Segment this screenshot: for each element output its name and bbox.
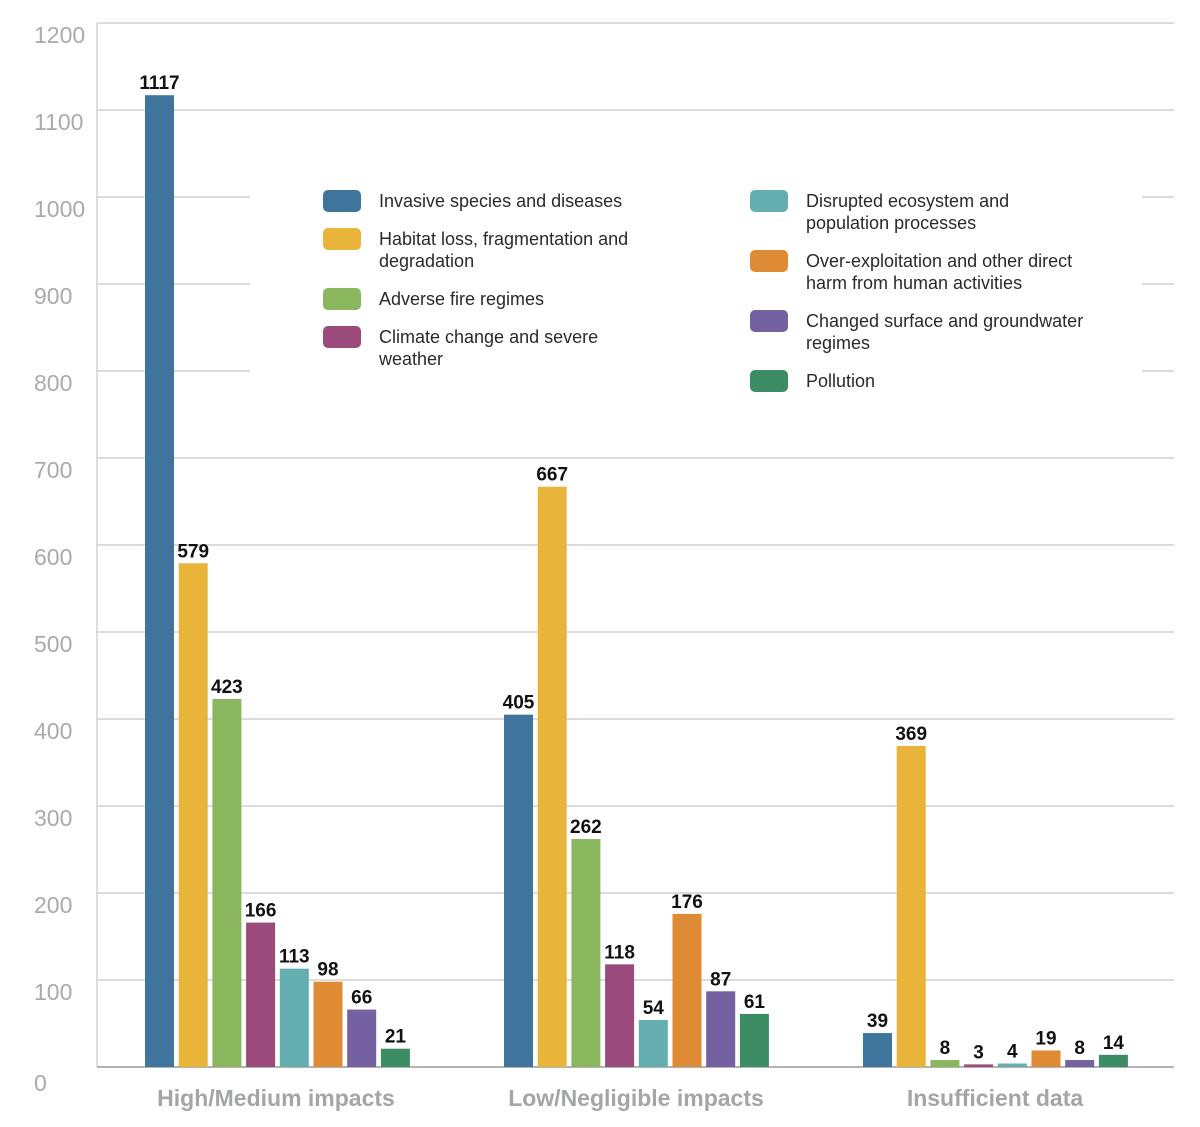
legend-swatch	[750, 190, 788, 212]
legend-item: Pollution	[750, 370, 875, 392]
data-label: 369	[895, 724, 927, 745]
legend-label: population processes	[806, 213, 976, 233]
y-tick-label: 200	[34, 892, 72, 918]
y-tick-label: 700	[34, 457, 72, 483]
legend-swatch	[323, 288, 361, 310]
legend-label: Invasive species and diseases	[379, 191, 622, 211]
legend-swatch	[323, 228, 361, 250]
y-tick-label: 800	[34, 370, 72, 396]
legend-item: Habitat loss, fragmentation anddegradati…	[323, 228, 628, 271]
legend-swatch	[750, 250, 788, 272]
bar	[1031, 1050, 1061, 1067]
legend-label: Disrupted ecosystem and	[806, 191, 1009, 211]
data-label: 4	[1007, 1042, 1018, 1063]
legend-label: Climate change and severe	[379, 327, 598, 347]
y-tick-label: 100	[34, 979, 72, 1005]
y-tick-label: 1200	[34, 22, 85, 48]
data-label: 113	[279, 947, 310, 968]
data-label: 3	[973, 1042, 984, 1063]
legend-label: Pollution	[806, 371, 875, 391]
data-label: 14	[1103, 1033, 1125, 1054]
legend-label: regimes	[806, 333, 870, 353]
data-label: 21	[385, 1027, 407, 1048]
y-tick-label: 400	[34, 718, 72, 744]
data-label: 118	[604, 942, 635, 963]
y-tick-label: 600	[34, 544, 72, 570]
data-label: 66	[351, 988, 372, 1009]
y-tick-label: 0	[34, 1070, 47, 1096]
bars: 1117 579 423 166 113 98 66 21 405 667 262 118 54 176 8…	[139, 73, 1128, 1068]
bar	[672, 913, 702, 1067]
bar	[930, 1060, 960, 1067]
bar	[313, 981, 343, 1067]
bar	[380, 1048, 410, 1067]
legend-item: Adverse fire regimes	[323, 288, 544, 310]
bar	[212, 698, 242, 1067]
bar	[537, 486, 567, 1068]
data-label: 8	[1074, 1038, 1085, 1059]
y-axis: 0 100 200 300 400 500 600 700 800 900 1000 1100 1200	[34, 22, 85, 1096]
x-axis: High/Medium impacts Low/Negligible impact…	[157, 1085, 1083, 1111]
legend-swatch	[323, 326, 361, 348]
legend-item: Invasive species and diseases	[323, 190, 622, 212]
data-label: 98	[317, 960, 338, 981]
bar	[347, 1009, 377, 1067]
y-tick-label: 900	[34, 283, 72, 309]
data-label: 54	[643, 998, 665, 1019]
bar	[279, 968, 309, 1067]
data-label: 1117	[139, 73, 179, 94]
bar	[246, 922, 276, 1067]
data-label: 579	[177, 541, 209, 562]
bar	[706, 991, 736, 1067]
legend-label: Habitat loss, fragmentation and	[379, 229, 628, 249]
data-label: 166	[245, 901, 277, 922]
legend: Invasive species and diseases Habitat los…	[323, 190, 1083, 392]
bar	[1065, 1060, 1095, 1067]
bar	[178, 563, 208, 1067]
category-label: Low/Negligible impacts	[508, 1085, 764, 1111]
bar	[863, 1033, 892, 1067]
legend-label: Changed surface and groundwater	[806, 311, 1083, 331]
bar	[896, 745, 926, 1067]
data-label: 61	[744, 992, 766, 1013]
y-tick-label: 500	[34, 631, 72, 657]
bar	[1098, 1054, 1128, 1067]
data-label: 87	[710, 969, 731, 990]
legend-swatch	[323, 190, 361, 212]
legend-swatch	[750, 310, 788, 332]
y-tick-label: 1100	[34, 109, 83, 135]
bar	[145, 95, 174, 1067]
bar	[964, 1064, 994, 1067]
legend-label: degradation	[379, 251, 474, 271]
category-label: Insufficient data	[907, 1085, 1084, 1111]
data-label: 667	[536, 465, 568, 486]
y-tick-label: 300	[34, 805, 72, 831]
data-label: 176	[671, 892, 703, 913]
legend-label: Adverse fire regimes	[379, 289, 544, 309]
bar	[571, 839, 601, 1067]
data-label: 262	[570, 817, 602, 838]
data-label: 405	[503, 693, 535, 714]
data-label: 39	[867, 1011, 888, 1032]
bar	[605, 964, 635, 1067]
y-tick-label: 1000	[34, 196, 85, 222]
legend-swatch	[750, 370, 788, 392]
data-label: 8	[940, 1038, 951, 1059]
data-label: 423	[211, 677, 243, 698]
legend-label: harm from human activities	[806, 273, 1022, 293]
legend-label: weather	[378, 349, 443, 369]
bar	[739, 1013, 769, 1067]
legend-label: Over-exploitation and other direct	[806, 251, 1072, 271]
bar	[638, 1020, 668, 1067]
bar	[997, 1063, 1027, 1067]
bar	[504, 714, 533, 1067]
data-label: 19	[1035, 1028, 1056, 1049]
category-label: High/Medium impacts	[157, 1085, 395, 1111]
